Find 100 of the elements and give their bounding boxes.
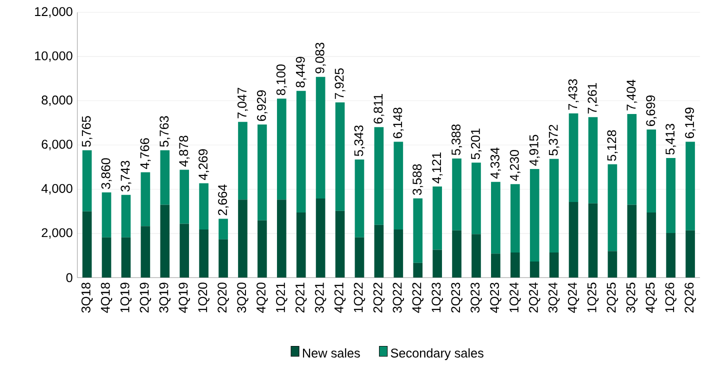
total-label: 7,047 [238,88,248,118]
bar [102,237,112,278]
total-label: 7,404 [626,80,638,110]
total-label: 5,413 [666,124,676,155]
bar [199,229,208,278]
bar [394,142,404,230]
y-tick-label: 4,000 [41,184,72,194]
x-tick-label: 2Q19 [140,282,152,313]
total-label: 5,343 [354,125,365,156]
bar [316,76,326,199]
x-tick-label: 3Q22 [392,282,404,313]
total-label: 6,148 [393,108,404,138]
y-tick-label: 8,000 [42,96,72,106]
x-tick-label: 1Q25 [587,282,599,312]
bar [354,237,364,278]
bar [180,224,190,278]
y-tick-label: 6,000 [42,140,72,150]
x-tick-label: 4Q20 [256,282,268,313]
x-tick-label: 4Q22 [412,282,424,313]
x-tick-label: 1Q20 [198,282,210,312]
x-tick-label: 1Q23 [432,282,443,312]
bar [180,170,190,224]
bar [432,250,442,278]
bar [276,98,286,200]
bar [374,224,384,278]
bar [568,202,578,278]
total-label: 3,860 [101,158,112,189]
total-label: 4,269 [198,149,210,180]
y-tick-label: 10,000 [35,51,72,62]
bar [258,220,267,278]
x-tick-label: 3Q20 [237,282,248,313]
bar [238,200,248,278]
total-label: 5,388 [452,124,462,156]
bar [413,198,423,263]
bar [588,203,598,278]
bar [238,122,248,200]
y-tick-label: 0 [66,273,72,282]
bar [296,212,306,278]
total-label: 4,334 [490,148,501,179]
x-tick-label: 1Q22 [354,282,366,312]
bar [160,150,170,205]
x-tick-label: 4Q19 [178,282,190,313]
x-tick-label: 2Q26 [684,282,696,313]
x-tick-label: 4Q18 [100,282,112,313]
bar [160,204,170,278]
bar [646,212,656,278]
bar [199,183,208,230]
bar [686,142,695,230]
x-tick-label: 3Q24 [548,282,560,313]
total-label: 4,915 [529,134,540,166]
x-tick-label: 1Q19 [120,282,132,312]
x-tick-label: 3Q23 [470,282,482,313]
x-tick-label: 2Q21 [295,282,307,313]
total-label: 7,433 [568,79,579,110]
bar [608,164,618,252]
bar [121,237,131,278]
bar [354,160,364,238]
total-label: 5,765 [82,116,92,147]
x-tick-label: 4Q23 [490,282,502,313]
x-tick-label: 1Q26 [665,282,676,312]
bar [276,200,286,278]
bar [530,168,540,262]
bar [568,113,578,202]
total-label: 6,811 [374,94,384,124]
x-tick-label: 1Q21 [276,282,288,312]
x-tick-label: 2Q25 [606,282,618,313]
bar [218,218,228,240]
bar [82,150,92,212]
total-label: 8,100 [276,64,287,96]
x-tick-label: 3Q19 [159,282,171,313]
bar [432,186,442,250]
total-label: 7,261 [588,83,598,114]
bar [627,114,637,205]
total-label: 5,201 [471,128,482,160]
bar [666,233,676,278]
bar [510,252,520,278]
bar [686,230,695,278]
bar [588,117,598,204]
total-label: 4,121 [432,152,443,184]
bar [549,252,559,278]
bar [140,172,150,226]
total-label: 6,149 [685,108,696,138]
total-label: 8,449 [296,56,306,88]
x-tick-label: 4Q24 [568,282,580,313]
bar [472,234,481,278]
bar [452,230,462,278]
total-label: 7,925 [334,68,346,99]
bar [258,124,267,220]
bar [491,254,500,278]
bar [102,192,112,238]
bar [316,198,326,278]
x-tick-label: 1Q24 [510,282,521,312]
bar [491,182,500,254]
bar [452,158,462,230]
bar [82,211,92,278]
x-tick-label: 2Q22 [373,282,385,313]
bar [549,158,559,252]
x-tick-label: 2Q23 [451,282,462,313]
bar [218,239,228,278]
total-label: 3,743 [120,160,132,192]
